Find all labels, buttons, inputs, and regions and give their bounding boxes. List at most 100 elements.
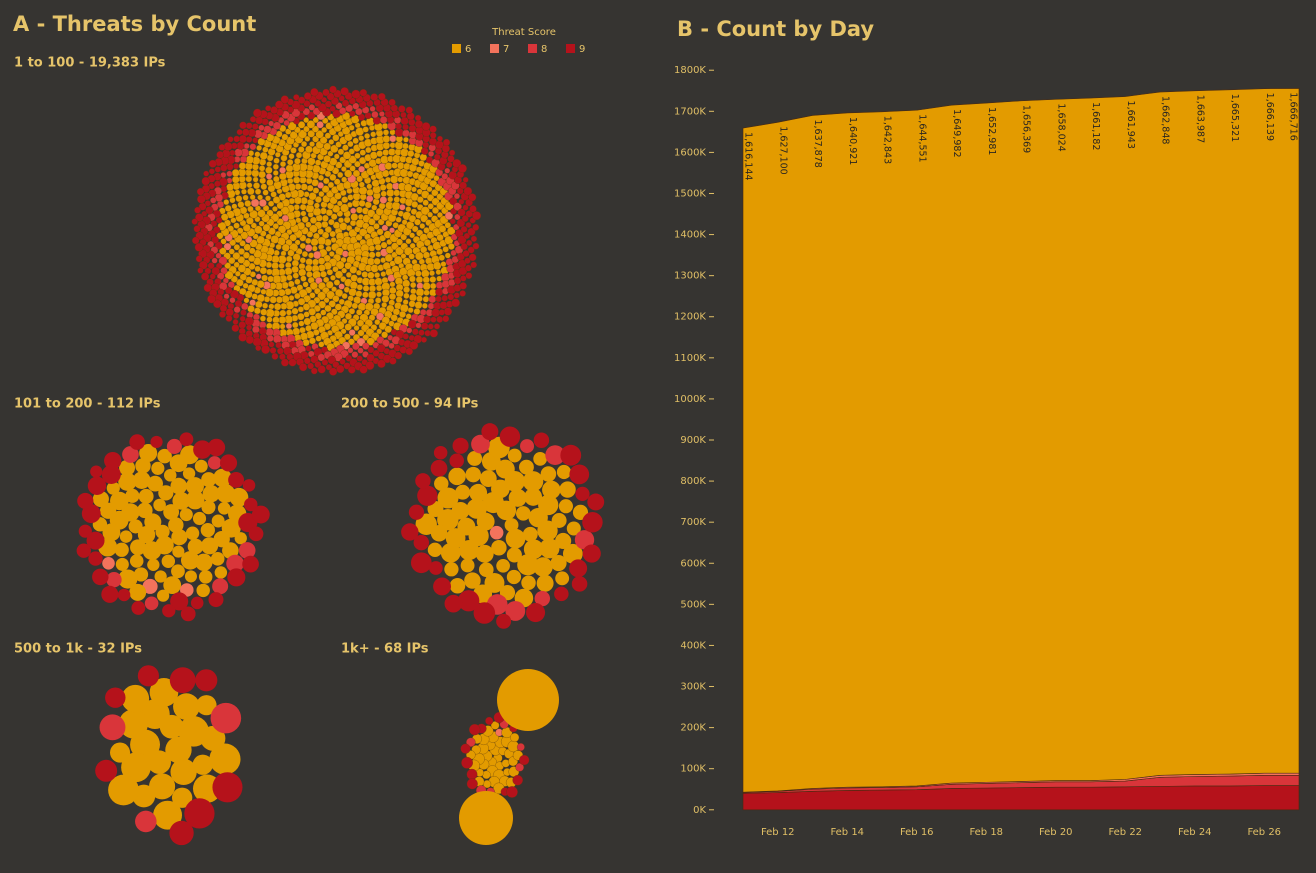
panel-title: A - Threats by Count	[13, 12, 256, 36]
bubble	[322, 177, 330, 185]
bubble	[338, 217, 344, 224]
bubble	[298, 129, 307, 139]
bubble	[184, 570, 197, 583]
bubble	[325, 364, 333, 371]
bubble	[364, 132, 371, 139]
bubble	[309, 216, 317, 224]
bubble	[466, 498, 487, 519]
bubble	[330, 144, 339, 153]
bubble	[338, 283, 345, 290]
bubble	[257, 194, 263, 201]
bubble	[155, 524, 170, 539]
bubble	[147, 475, 163, 492]
bubble	[441, 173, 449, 180]
bubble	[575, 486, 590, 501]
bubble	[465, 466, 482, 483]
bubble	[408, 214, 417, 223]
bubble	[304, 135, 311, 142]
bubble	[468, 253, 477, 262]
bubble	[384, 325, 393, 334]
x-tick-label: Feb 20	[1039, 827, 1073, 838]
bubble	[355, 127, 365, 136]
bubble	[252, 325, 260, 334]
bubble	[328, 218, 335, 226]
bubble	[339, 358, 346, 365]
bubble	[454, 213, 461, 221]
bubble	[334, 288, 344, 298]
group-label: 1k+ - 68 IPs	[341, 642, 429, 657]
bubble	[308, 104, 316, 111]
bubble	[460, 275, 467, 282]
bubble	[227, 568, 246, 587]
bubble	[365, 361, 375, 370]
bubble	[272, 121, 281, 130]
bubble	[445, 528, 466, 548]
bubble	[193, 440, 212, 459]
legend-label: 9	[579, 44, 585, 55]
bubble	[232, 319, 239, 325]
bubble	[213, 468, 232, 487]
bubble	[505, 528, 526, 549]
bubble	[207, 438, 226, 457]
bubble	[268, 341, 275, 348]
bubble	[226, 170, 233, 177]
bubble	[515, 763, 524, 772]
x-tick-label: Feb 14	[830, 827, 864, 838]
bubble	[398, 105, 406, 113]
bubble	[329, 85, 337, 94]
bubble	[321, 214, 329, 222]
bubble	[533, 432, 550, 448]
bubble	[427, 203, 434, 210]
bubble	[376, 291, 382, 298]
bubble	[384, 176, 392, 183]
bubble	[433, 175, 440, 182]
bubble	[114, 542, 129, 557]
bubble	[322, 88, 330, 97]
bubble	[347, 201, 353, 208]
bubble	[463, 232, 470, 240]
bubble	[135, 810, 157, 833]
bubble	[276, 218, 284, 226]
bubble	[423, 239, 431, 247]
bubble	[470, 235, 478, 242]
bubble	[403, 292, 410, 299]
bubble	[320, 309, 327, 316]
bubble	[373, 257, 381, 265]
bubble	[336, 210, 344, 217]
bubble	[390, 314, 398, 322]
bubble	[319, 136, 328, 144]
group-label: 500 to 1k - 32 IPs	[14, 642, 142, 657]
bubble	[268, 303, 275, 310]
bubble	[259, 151, 268, 160]
bubble	[255, 273, 262, 280]
bubble	[453, 202, 462, 211]
bubble	[267, 275, 275, 283]
bubble	[291, 307, 299, 315]
bubble	[157, 589, 170, 602]
bubble	[306, 120, 316, 129]
bubble	[253, 182, 260, 190]
bubble	[212, 578, 229, 595]
bubble	[405, 347, 413, 356]
bubble	[343, 216, 351, 224]
bubble	[366, 195, 374, 203]
bubble	[168, 517, 184, 533]
bubble	[229, 297, 236, 304]
bubble	[225, 286, 233, 295]
bubble	[277, 225, 287, 234]
bubble	[248, 526, 264, 542]
bubble	[106, 481, 120, 495]
bubble	[569, 559, 588, 578]
bubble	[190, 596, 204, 610]
bubble	[371, 111, 379, 119]
bubble	[437, 135, 443, 142]
bubble	[408, 300, 416, 308]
bubble	[334, 270, 344, 279]
bubble	[422, 296, 430, 303]
bubble	[281, 243, 290, 252]
bubble	[285, 128, 292, 135]
bubble	[285, 164, 294, 173]
bubble	[406, 112, 415, 121]
bubble	[268, 120, 274, 127]
bubble	[309, 292, 316, 299]
